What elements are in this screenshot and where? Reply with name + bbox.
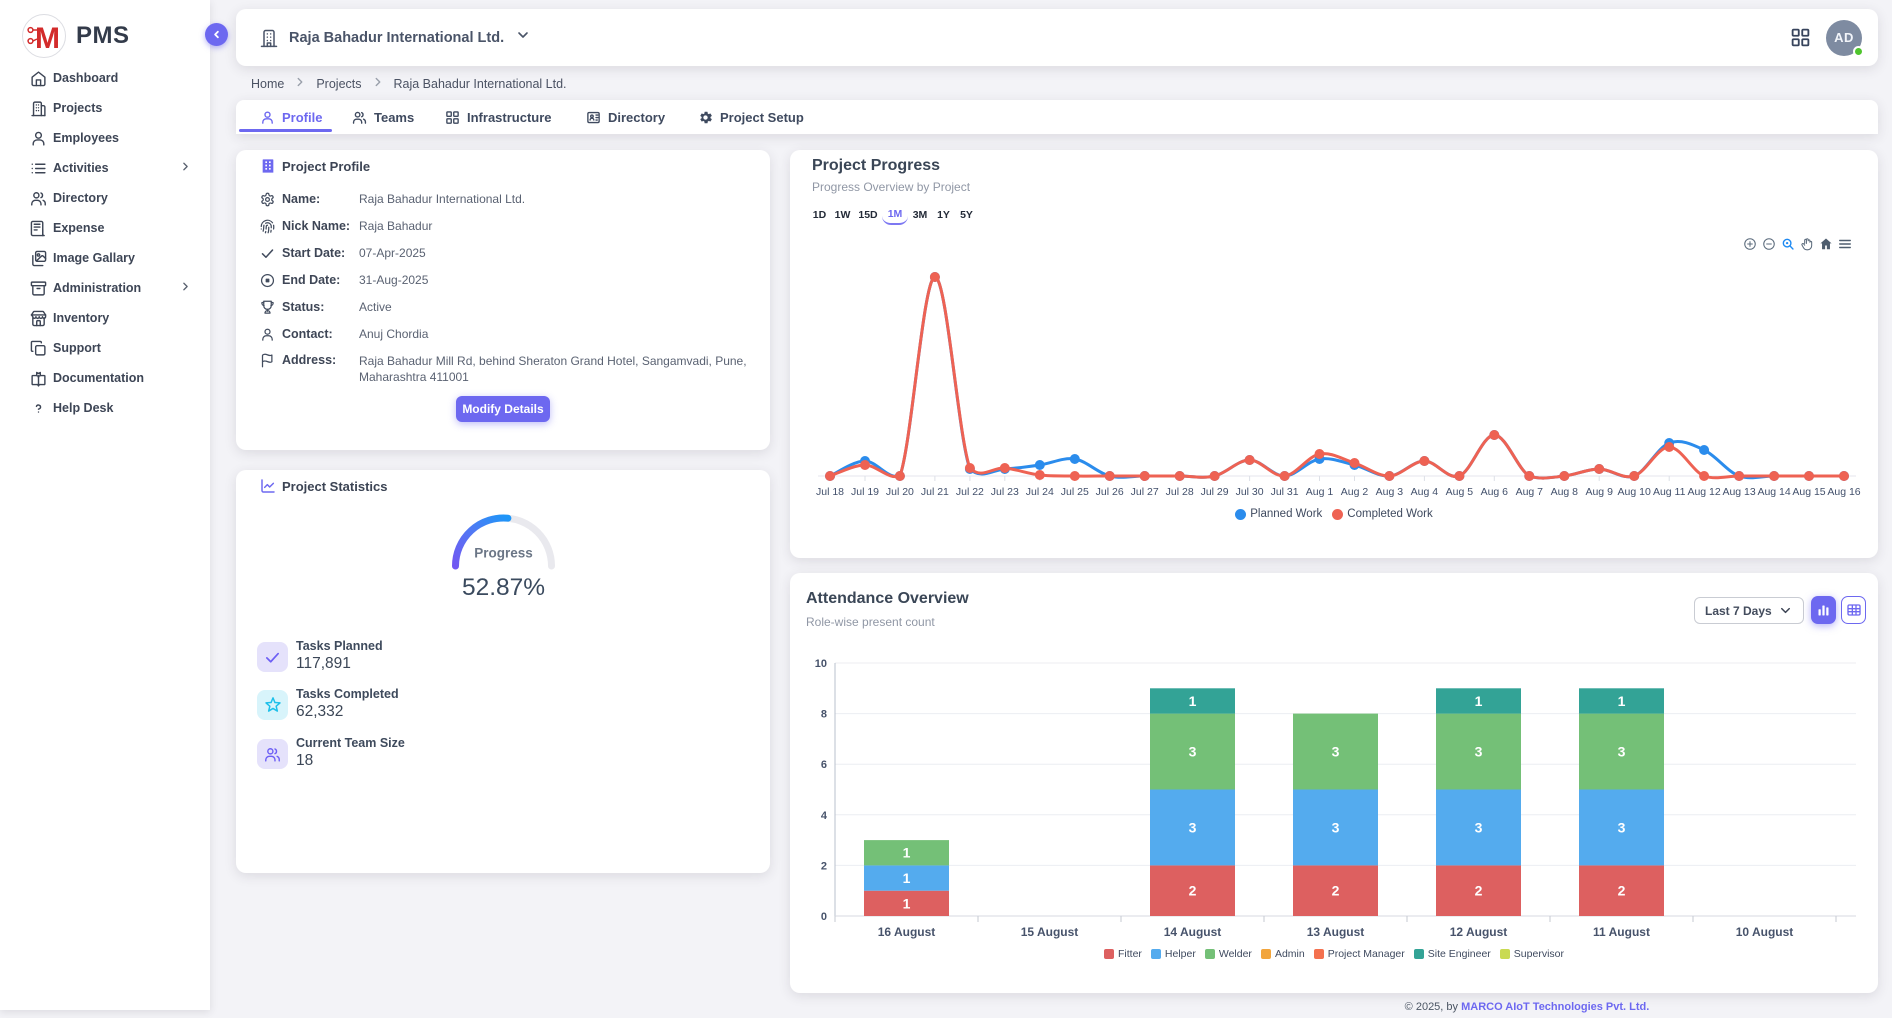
- svg-text:Jul 20: Jul 20: [886, 486, 914, 498]
- svg-text:1: 1: [903, 895, 911, 911]
- svg-text:1: 1: [1618, 693, 1626, 709]
- svg-text:Jul 24: Jul 24: [1026, 486, 1054, 498]
- svg-text:Jul 26: Jul 26: [1096, 486, 1124, 498]
- svg-text:3: 3: [1332, 819, 1340, 835]
- svg-text:0: 0: [821, 911, 827, 923]
- svg-text:2: 2: [1189, 883, 1197, 899]
- svg-text:1: 1: [903, 845, 911, 861]
- svg-text:10 August: 10 August: [1736, 925, 1794, 939]
- svg-text:3: 3: [1475, 819, 1483, 835]
- svg-text:Aug 16: Aug 16: [1827, 486, 1860, 498]
- svg-text:Jul 25: Jul 25: [1061, 486, 1089, 498]
- svg-text:1: 1: [1475, 693, 1483, 709]
- svg-text:3: 3: [1618, 744, 1626, 760]
- svg-text:Aug 11: Aug 11: [1653, 486, 1686, 498]
- svg-text:2: 2: [821, 860, 827, 872]
- svg-text:Aug 15: Aug 15: [1792, 486, 1825, 498]
- svg-text:Aug 12: Aug 12: [1687, 486, 1720, 498]
- svg-text:3: 3: [1618, 819, 1626, 835]
- svg-text:Aug 9: Aug 9: [1585, 486, 1613, 498]
- svg-text:Aug 10: Aug 10: [1618, 486, 1651, 498]
- svg-text:Aug 13: Aug 13: [1722, 486, 1755, 498]
- svg-text:Jul 22: Jul 22: [956, 486, 984, 498]
- svg-text:Jul 31: Jul 31: [1271, 486, 1299, 498]
- svg-text:1: 1: [903, 870, 911, 886]
- svg-text:Aug 2: Aug 2: [1341, 486, 1369, 498]
- svg-text:Jul 23: Jul 23: [991, 486, 1019, 498]
- svg-text:Aug 14: Aug 14: [1757, 486, 1790, 498]
- svg-text:Jul 29: Jul 29: [1201, 486, 1229, 498]
- svg-text:14 August: 14 August: [1164, 925, 1222, 939]
- svg-text:Aug 7: Aug 7: [1516, 486, 1544, 498]
- svg-text:3: 3: [1332, 744, 1340, 760]
- svg-text:2: 2: [1618, 883, 1626, 899]
- svg-text:3: 3: [1475, 744, 1483, 760]
- svg-text:16 August: 16 August: [878, 925, 936, 939]
- svg-text:Aug 5: Aug 5: [1446, 486, 1474, 498]
- svg-text:6: 6: [821, 759, 827, 771]
- svg-text:Jul 30: Jul 30: [1236, 486, 1264, 498]
- svg-text:Aug 4: Aug 4: [1411, 486, 1439, 498]
- svg-text:3: 3: [1189, 819, 1197, 835]
- svg-text:Jul 18: Jul 18: [816, 486, 844, 498]
- svg-text:M: M: [35, 22, 60, 53]
- svg-text:1: 1: [1189, 693, 1197, 709]
- svg-text:4: 4: [821, 810, 828, 822]
- svg-text:Jul 28: Jul 28: [1166, 486, 1194, 498]
- svg-text:52.87%: 52.87%: [462, 574, 545, 601]
- svg-text:2: 2: [1332, 883, 1340, 899]
- svg-text:12 August: 12 August: [1450, 925, 1508, 939]
- svg-text:10: 10: [815, 658, 827, 670]
- svg-text:Aug 3: Aug 3: [1376, 486, 1404, 498]
- svg-text:13 August: 13 August: [1307, 925, 1365, 939]
- svg-text:2: 2: [1475, 883, 1483, 899]
- svg-text:8: 8: [821, 709, 827, 721]
- svg-text:Jul 21: Jul 21: [921, 486, 949, 498]
- svg-text:Jul 27: Jul 27: [1131, 486, 1159, 498]
- svg-text:Aug 8: Aug 8: [1551, 486, 1579, 498]
- svg-text:15 August: 15 August: [1021, 925, 1079, 939]
- svg-text:Progress: Progress: [474, 546, 533, 561]
- svg-text:3: 3: [1189, 744, 1197, 760]
- svg-text:11 August: 11 August: [1593, 925, 1650, 939]
- svg-text:Aug 1: Aug 1: [1306, 486, 1334, 498]
- svg-text:Aug 6: Aug 6: [1481, 486, 1509, 498]
- svg-text:Jul 19: Jul 19: [851, 486, 879, 498]
